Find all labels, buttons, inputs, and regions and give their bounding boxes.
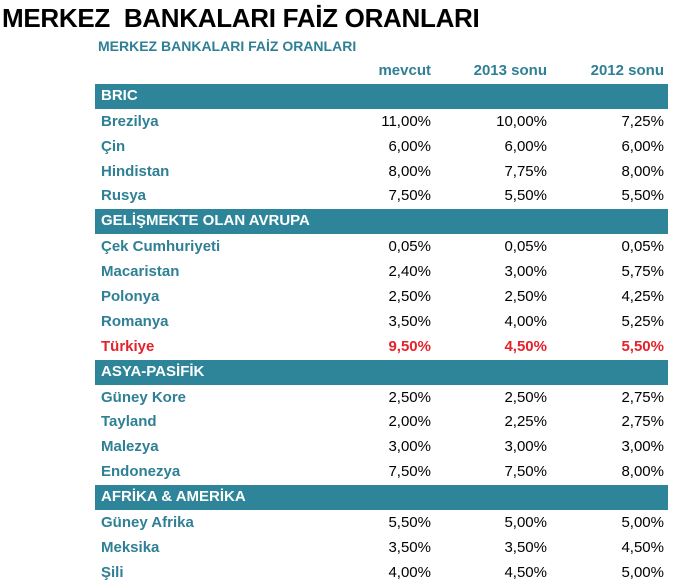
- rate-current: 3,00%: [388, 438, 431, 456]
- table-row: Brezilya 11,00% 10,00% 7,25%: [95, 110, 668, 135]
- rate-2012: 5,50%: [621, 337, 664, 355]
- country-name: Güney Kore: [101, 388, 187, 406]
- group-header-row: ASYA-PASİFİK: [95, 359, 668, 386]
- country-name: Şili: [101, 563, 124, 581]
- table-row: Rusya 7,50% 5,50% 5,50%: [95, 184, 668, 209]
- rate-2012: 4,50%: [621, 538, 664, 556]
- country-name: Brezilya: [101, 112, 159, 130]
- column-header-2012: 2012 sonu: [590, 62, 664, 79]
- rate-2012: 3,00%: [621, 438, 664, 456]
- rate-2013: 5,50%: [504, 187, 547, 205]
- country-name: Güney Afrika: [101, 514, 194, 532]
- rate-2013: 7,50%: [504, 463, 547, 481]
- table-row: Tayland 2,00% 2,25% 2,75%: [95, 410, 668, 435]
- country-name: Çin: [101, 137, 126, 155]
- table-row: Macaristan 2,40% 3,00% 5,75%: [95, 260, 668, 285]
- group-name: AFRİKA & AMERİKA: [101, 488, 246, 506]
- country-name: Polonya: [101, 288, 160, 306]
- rate-current: 2,50%: [388, 388, 431, 406]
- rate-2013: 0,05%: [504, 238, 547, 256]
- country-name: Rusya: [101, 187, 147, 205]
- rate-2013: 4,50%: [504, 563, 547, 581]
- table-row: Şili 4,00% 4,50% 5,00%: [95, 561, 668, 586]
- rate-2013: 5,00%: [504, 514, 547, 532]
- country-name: Endonezya: [101, 463, 181, 481]
- rate-current: 9,50%: [388, 337, 431, 355]
- table-row: Romanya 3,50% 4,00% 5,25%: [95, 310, 668, 335]
- group-name: ASYA-PASİFİK: [101, 362, 205, 380]
- group-name: BRIC: [101, 86, 138, 104]
- country-name: Meksika: [101, 538, 160, 556]
- rate-2013: 3,00%: [504, 438, 547, 456]
- column-header-2013: 2013 sonu: [473, 62, 547, 79]
- country-name: Macaristan: [101, 263, 180, 281]
- column-header-current: mevcut: [378, 62, 431, 79]
- rate-2012: 4,25%: [621, 288, 664, 306]
- rate-2013: 3,50%: [504, 538, 547, 556]
- table-row: Güney Afrika 5,50% 5,00% 5,00%: [95, 511, 668, 536]
- rate-2013: 2,50%: [504, 288, 547, 306]
- rate-2012: 5,25%: [621, 312, 664, 330]
- group-header-row: BRIC: [95, 83, 668, 110]
- rate-2013: 6,00%: [504, 137, 547, 155]
- rate-current: 2,00%: [388, 413, 431, 431]
- rate-current: 8,00%: [388, 162, 431, 180]
- interest-rate-table: mevcut 2013 sonu 2012 sonu BRIC Brezilya 1…: [95, 59, 668, 586]
- country-name: Çek Cumhuriyeti: [101, 238, 221, 256]
- table-row: Meksika 3,50% 3,50% 4,50%: [95, 536, 668, 561]
- rate-2013: 7,75%: [504, 162, 547, 180]
- country-name: Türkiye: [101, 337, 155, 355]
- rate-current: 2,50%: [388, 288, 431, 306]
- rate-2013: 4,50%: [504, 337, 547, 355]
- rate-2012: 8,00%: [621, 162, 664, 180]
- rate-current: 11,00%: [381, 112, 431, 130]
- rate-2012: 5,00%: [621, 563, 664, 581]
- country-name: Hindistan: [101, 162, 170, 180]
- rate-2012: 8,00%: [621, 463, 664, 481]
- table-row: Polonya 2,50% 2,50% 4,25%: [95, 285, 668, 310]
- table-row: Güney Kore 2,50% 2,50% 2,75%: [95, 386, 668, 411]
- rate-current: 7,50%: [388, 187, 431, 205]
- country-name: Malezya: [101, 438, 159, 456]
- group-name: GELİŞMEKTE OLAN AVRUPA: [101, 212, 310, 230]
- table-row: Çin 6,00% 6,00% 6,00%: [95, 135, 668, 160]
- rate-current: 3,50%: [388, 312, 431, 330]
- rate-2013: 2,50%: [504, 388, 547, 406]
- group-header-row: AFRİKA & AMERİKA: [95, 485, 668, 512]
- rate-2013: 4,00%: [504, 312, 547, 330]
- rate-current: 6,00%: [388, 137, 431, 155]
- rate-2012: 5,00%: [621, 514, 664, 532]
- table-row: Endonezya 7,50% 7,50% 8,00%: [95, 460, 668, 485]
- rate-current: 4,00%: [388, 563, 431, 581]
- rate-2012: 6,00%: [621, 137, 664, 155]
- table-row: Malezya 3,00% 3,00% 3,00%: [95, 435, 668, 460]
- rate-2012: 5,50%: [621, 187, 664, 205]
- rate-current: 3,50%: [388, 538, 431, 556]
- table-row: Türkiye 9,50% 4,50% 5,50%: [95, 335, 668, 360]
- country-name: Romanya: [101, 312, 169, 330]
- rate-current: 7,50%: [388, 463, 431, 481]
- table-row: Çek Cumhuriyeti 0,05% 0,05% 0,05%: [95, 235, 668, 260]
- rate-2013: 3,00%: [504, 263, 547, 281]
- rate-2012: 2,75%: [621, 413, 664, 431]
- table-row: Hindistan 8,00% 7,75% 8,00%: [95, 160, 668, 185]
- rate-2012: 7,25%: [621, 112, 664, 130]
- rate-current: 0,05%: [388, 238, 431, 256]
- rate-current: 2,40%: [388, 263, 431, 281]
- group-header-row: GELİŞMEKTE OLAN AVRUPA: [95, 209, 668, 236]
- rate-current: 5,50%: [388, 514, 431, 532]
- table-title: MERKEZ BANKALARI FAİZ ORANLARI: [98, 38, 357, 54]
- page-title: MERKEZ BANKALARI FAİZ ORANLARI: [2, 3, 480, 33]
- rate-2012: 5,75%: [621, 263, 664, 281]
- table-header-row: mevcut 2013 sonu 2012 sonu: [95, 59, 668, 84]
- rate-2013: 2,25%: [504, 413, 547, 431]
- country-name: Tayland: [101, 413, 157, 431]
- rate-2012: 0,05%: [621, 238, 664, 256]
- rate-2013: 10,00%: [496, 112, 547, 130]
- rate-2012: 2,75%: [621, 388, 664, 406]
